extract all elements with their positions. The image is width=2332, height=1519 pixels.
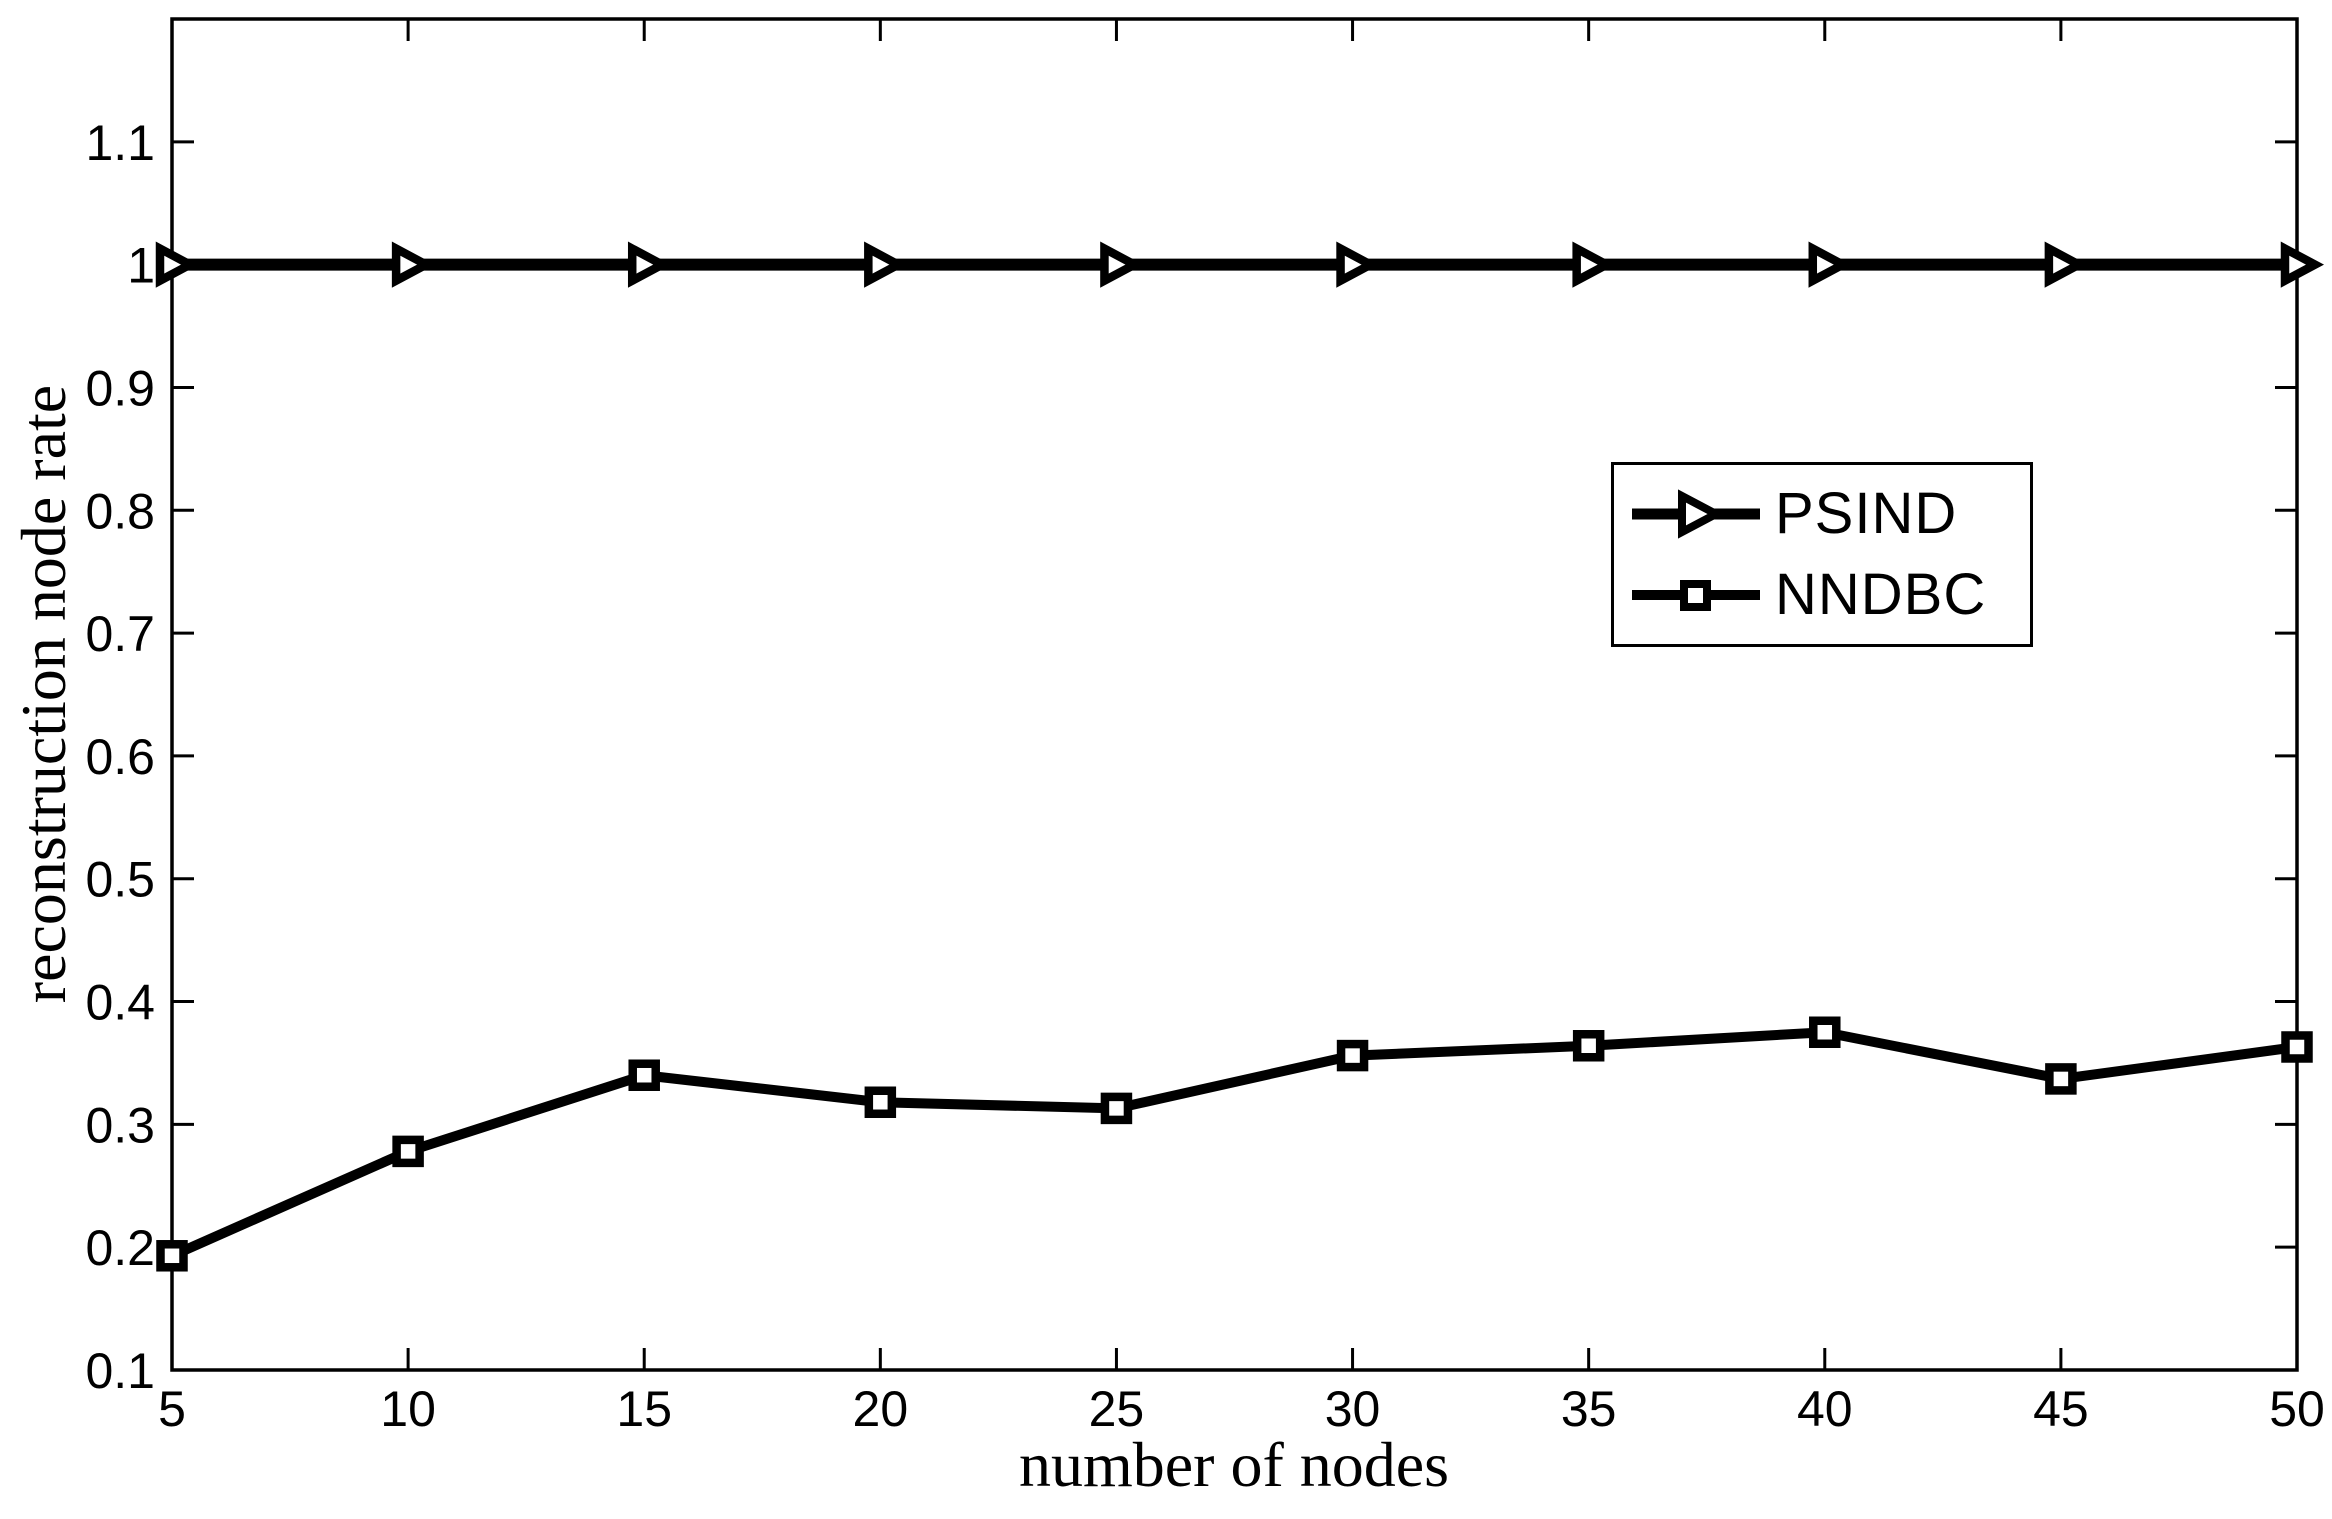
psind-marker [1808, 241, 1852, 288]
y-tick-label: 1 [127, 238, 155, 294]
y-tick-label: 0.8 [85, 483, 155, 539]
nndbc-marker [1809, 1016, 1841, 1048]
y-tick-label: 0.1 [85, 1343, 155, 1399]
psind-marker [1572, 241, 1616, 288]
nndbc-marker [392, 1135, 424, 1168]
nndbc-marker [2281, 1031, 2313, 1063]
legend-item-nndbc: NNDBC [1630, 563, 2030, 627]
x-tick-label: 20 [853, 1381, 909, 1437]
y-tick-label: 0.4 [85, 975, 155, 1031]
nndbc-legend-sample [1632, 580, 1760, 611]
x-tick-label: 50 [2269, 1381, 2325, 1437]
legend-label-psind: PSIND [1775, 481, 1958, 546]
nndbc-marker [1100, 1092, 1133, 1125]
x-tick-label: 40 [1797, 1381, 1853, 1437]
y-tick-label: 1.1 [85, 115, 155, 171]
nndbc-marker [1336, 1039, 1369, 1072]
nndbc-marker [156, 1240, 188, 1272]
y-tick-label: 0.2 [85, 1220, 155, 1276]
legend-label-nndbc: NNDBC [1775, 562, 1987, 627]
psind-marker [2044, 241, 2088, 288]
plot-box [170, 17, 2299, 1372]
psind-marker [1336, 241, 1380, 288]
x-axis-label: number of nodes [1018, 1429, 1450, 1500]
x-tick-label: 10 [380, 1381, 436, 1437]
psind-legend-sample [1632, 489, 1760, 539]
nndbc-marker [864, 1086, 897, 1119]
x-tick-label: 5 [158, 1381, 186, 1437]
nndbc-marker [1572, 1030, 1605, 1062]
x-tick-label: 25 [1089, 1381, 1145, 1437]
y-tick-label: 0.3 [85, 1097, 155, 1153]
square-marker-icon [1680, 580, 1711, 611]
x-tick-label: 45 [2033, 1381, 2089, 1437]
psind-marker [1100, 241, 1144, 288]
y-tick-label: 0.9 [85, 360, 155, 416]
psind-marker [2280, 241, 2325, 288]
y-tick-label: 0.7 [85, 606, 155, 662]
x-tick-label: 15 [616, 1381, 672, 1437]
x-tick-label: 30 [1325, 1381, 1381, 1437]
y-tick-label: 0.6 [85, 729, 155, 785]
psind-marker [627, 241, 672, 288]
nndbc-line [169, 1027, 2298, 1261]
x-tick-label: 35 [1561, 1381, 1617, 1437]
legend: PSIND NNDBC [1611, 462, 2033, 647]
nndbc-marker [2045, 1063, 2077, 1095]
psind-marker [391, 241, 436, 288]
legend-item-psind: PSIND [1630, 482, 2030, 546]
right-triangle-marker-icon [1678, 489, 1725, 539]
psind-marker [155, 241, 200, 288]
y-tick-label: 0.5 [85, 852, 155, 908]
y-axis-label: reconstruction node rate [8, 384, 79, 1004]
psind-marker [864, 241, 908, 288]
nndbc-marker [628, 1059, 660, 1091]
